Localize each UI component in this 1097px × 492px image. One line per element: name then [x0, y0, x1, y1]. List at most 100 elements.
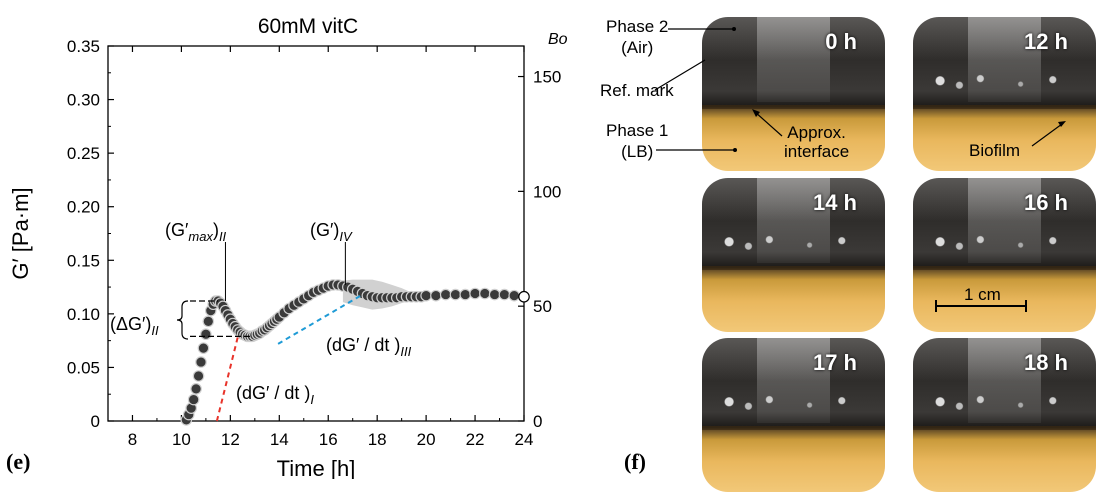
photo-droplets — [923, 72, 1085, 94]
y-tick-label: 0.15 — [67, 251, 100, 270]
x-tick-label: 8 — [128, 430, 137, 449]
data-point — [190, 383, 202, 395]
photo-glare — [756, 17, 831, 102]
data-point — [469, 287, 481, 300]
data-point — [449, 288, 462, 301]
deltag-annotation-base: (ΔG′) — [110, 314, 151, 334]
photo-12h: 12 h Biofilm — [913, 17, 1096, 171]
x-tick-label: 22 — [466, 430, 485, 449]
scale-bar-label: 1 cm — [964, 285, 1001, 304]
photo-rim — [913, 265, 1096, 270]
deltag-annotation: (ΔG′)II — [110, 314, 159, 338]
photo-time-label: 12 h — [1023, 29, 1068, 54]
deltag-brace — [176, 300, 189, 340]
data-point — [439, 288, 452, 301]
phase1-text: Phase 1 — [606, 121, 669, 140]
y2-tick-label: 0 — [533, 412, 542, 431]
slope1-annotation-sub: I — [310, 392, 314, 407]
slope3-annotation-base: (dG′ / dt ) — [326, 335, 400, 355]
slope3-annotation: (dG′ / dt )III — [326, 335, 412, 359]
gmax-annotation-close: ) — [213, 220, 219, 240]
data-point — [420, 289, 432, 302]
biofilm-label: Biofilm — [969, 141, 1021, 160]
photo-time-label: 17 h — [812, 350, 857, 375]
photo-time-label: 14 h — [812, 190, 857, 215]
phase1-sub-text: (LB) — [621, 142, 654, 161]
annotation-layer: (G′max)II (G′)IV(ΔG′)II(dG′ / dt )I(dG′ /… — [110, 220, 412, 407]
photo-time-label: 16 h — [1023, 190, 1068, 215]
data-point — [479, 287, 491, 300]
gmax-annotation: (G′max)II — [165, 220, 227, 244]
data-point — [197, 342, 210, 354]
x-tick-label: 20 — [417, 430, 436, 449]
ref-mark-label: Ref. mark — [600, 81, 674, 100]
gmax-annotation-outer-sub: II — [219, 229, 227, 244]
slope-line-phase-3 — [277, 293, 363, 345]
photo-rim — [702, 104, 885, 109]
y-tick-label: 0.35 — [67, 37, 100, 56]
x-tick-label: 16 — [319, 430, 338, 449]
y-axis-label: G′ [Pa·m] — [8, 187, 33, 279]
x-tick-label: 12 — [221, 430, 240, 449]
data-point — [195, 356, 207, 368]
x-tick-label: 10 — [172, 430, 191, 449]
photo-18h: 18 h — [913, 338, 1096, 492]
photo-time-label: 18 h — [1023, 350, 1068, 375]
deltag-annotation-sub: II — [151, 323, 159, 338]
photo-rim — [913, 104, 1096, 109]
scale-bar — [935, 300, 1027, 312]
photo-0h: 0 h Approx. interface — [702, 17, 885, 171]
y-tick-label: 0.05 — [67, 358, 100, 377]
panel-label-f: (f) — [624, 449, 646, 474]
gmax-annotation-sub: max — [188, 229, 213, 244]
photo-droplets — [712, 233, 874, 255]
y2-tick-label: 100 — [533, 182, 561, 201]
photo-rim — [913, 425, 1096, 430]
photo-droplets — [923, 233, 1085, 255]
slope3-annotation-sub: III — [400, 344, 411, 359]
photo-droplets — [923, 393, 1085, 415]
y2-tick-label: 150 — [533, 68, 561, 87]
y2-axis-label: Bo — [548, 31, 568, 48]
x-tick-label: 24 — [515, 430, 534, 449]
photo-rim — [702, 265, 885, 270]
slope-line-layer — [215, 293, 363, 422]
photo-14h: 14 h — [702, 178, 885, 332]
y2-tick-label: 50 — [533, 297, 552, 316]
chart-title: 60mM vitC — [258, 15, 358, 38]
x-tick-label: 18 — [368, 430, 387, 449]
x-tick-label: 14 — [270, 430, 289, 449]
photo-time-label: 0 h — [825, 29, 857, 54]
gmax-annotation-base: (G′ — [165, 220, 189, 240]
slope1-annotation: (dG′ / dt )I — [236, 383, 314, 407]
data-point — [459, 288, 472, 301]
phase2-text: Phase 2 — [606, 17, 669, 36]
phase2-sub-text: (Air) — [621, 38, 654, 57]
data-point — [518, 290, 530, 303]
photo-17h: 17 h — [702, 338, 885, 492]
y-tick-label: 0 — [91, 412, 100, 431]
data-point — [202, 315, 215, 328]
photo-16h: 16 h — [913, 178, 1096, 332]
giv-annotation: (G′)IV — [310, 220, 353, 244]
x-axis-label: Time [h] — [277, 456, 356, 479]
approx-label: Approx. — [787, 123, 846, 142]
phase2-label: Phase 2 (Air) — [606, 16, 668, 58]
data-point — [488, 288, 501, 301]
interface-label: interface — [784, 142, 850, 161]
y-tick-label: 0.25 — [67, 144, 100, 163]
data-point — [187, 393, 200, 406]
y-tick-label: 0.10 — [67, 305, 100, 324]
giv-annotation-sub: IV — [339, 229, 353, 244]
data-point — [430, 289, 442, 302]
slope-line-phase-1 — [215, 337, 239, 422]
phase1-label: Phase 1 (LB) — [606, 120, 668, 162]
panel-label-e: (e) — [6, 449, 31, 474]
chart-axes: 8 10 12 14 16 18 20 22 2400.050.100.150.200.250.… — [8, 15, 568, 479]
approx-interface-label: Approx. interface — [784, 123, 849, 161]
data-point — [200, 328, 212, 341]
y-tick-label: 0.20 — [67, 198, 100, 217]
y-tick-label: 0.30 — [67, 91, 100, 110]
photo-rim — [702, 425, 885, 430]
slope1-annotation-base: (dG′ / dt ) — [236, 383, 310, 403]
